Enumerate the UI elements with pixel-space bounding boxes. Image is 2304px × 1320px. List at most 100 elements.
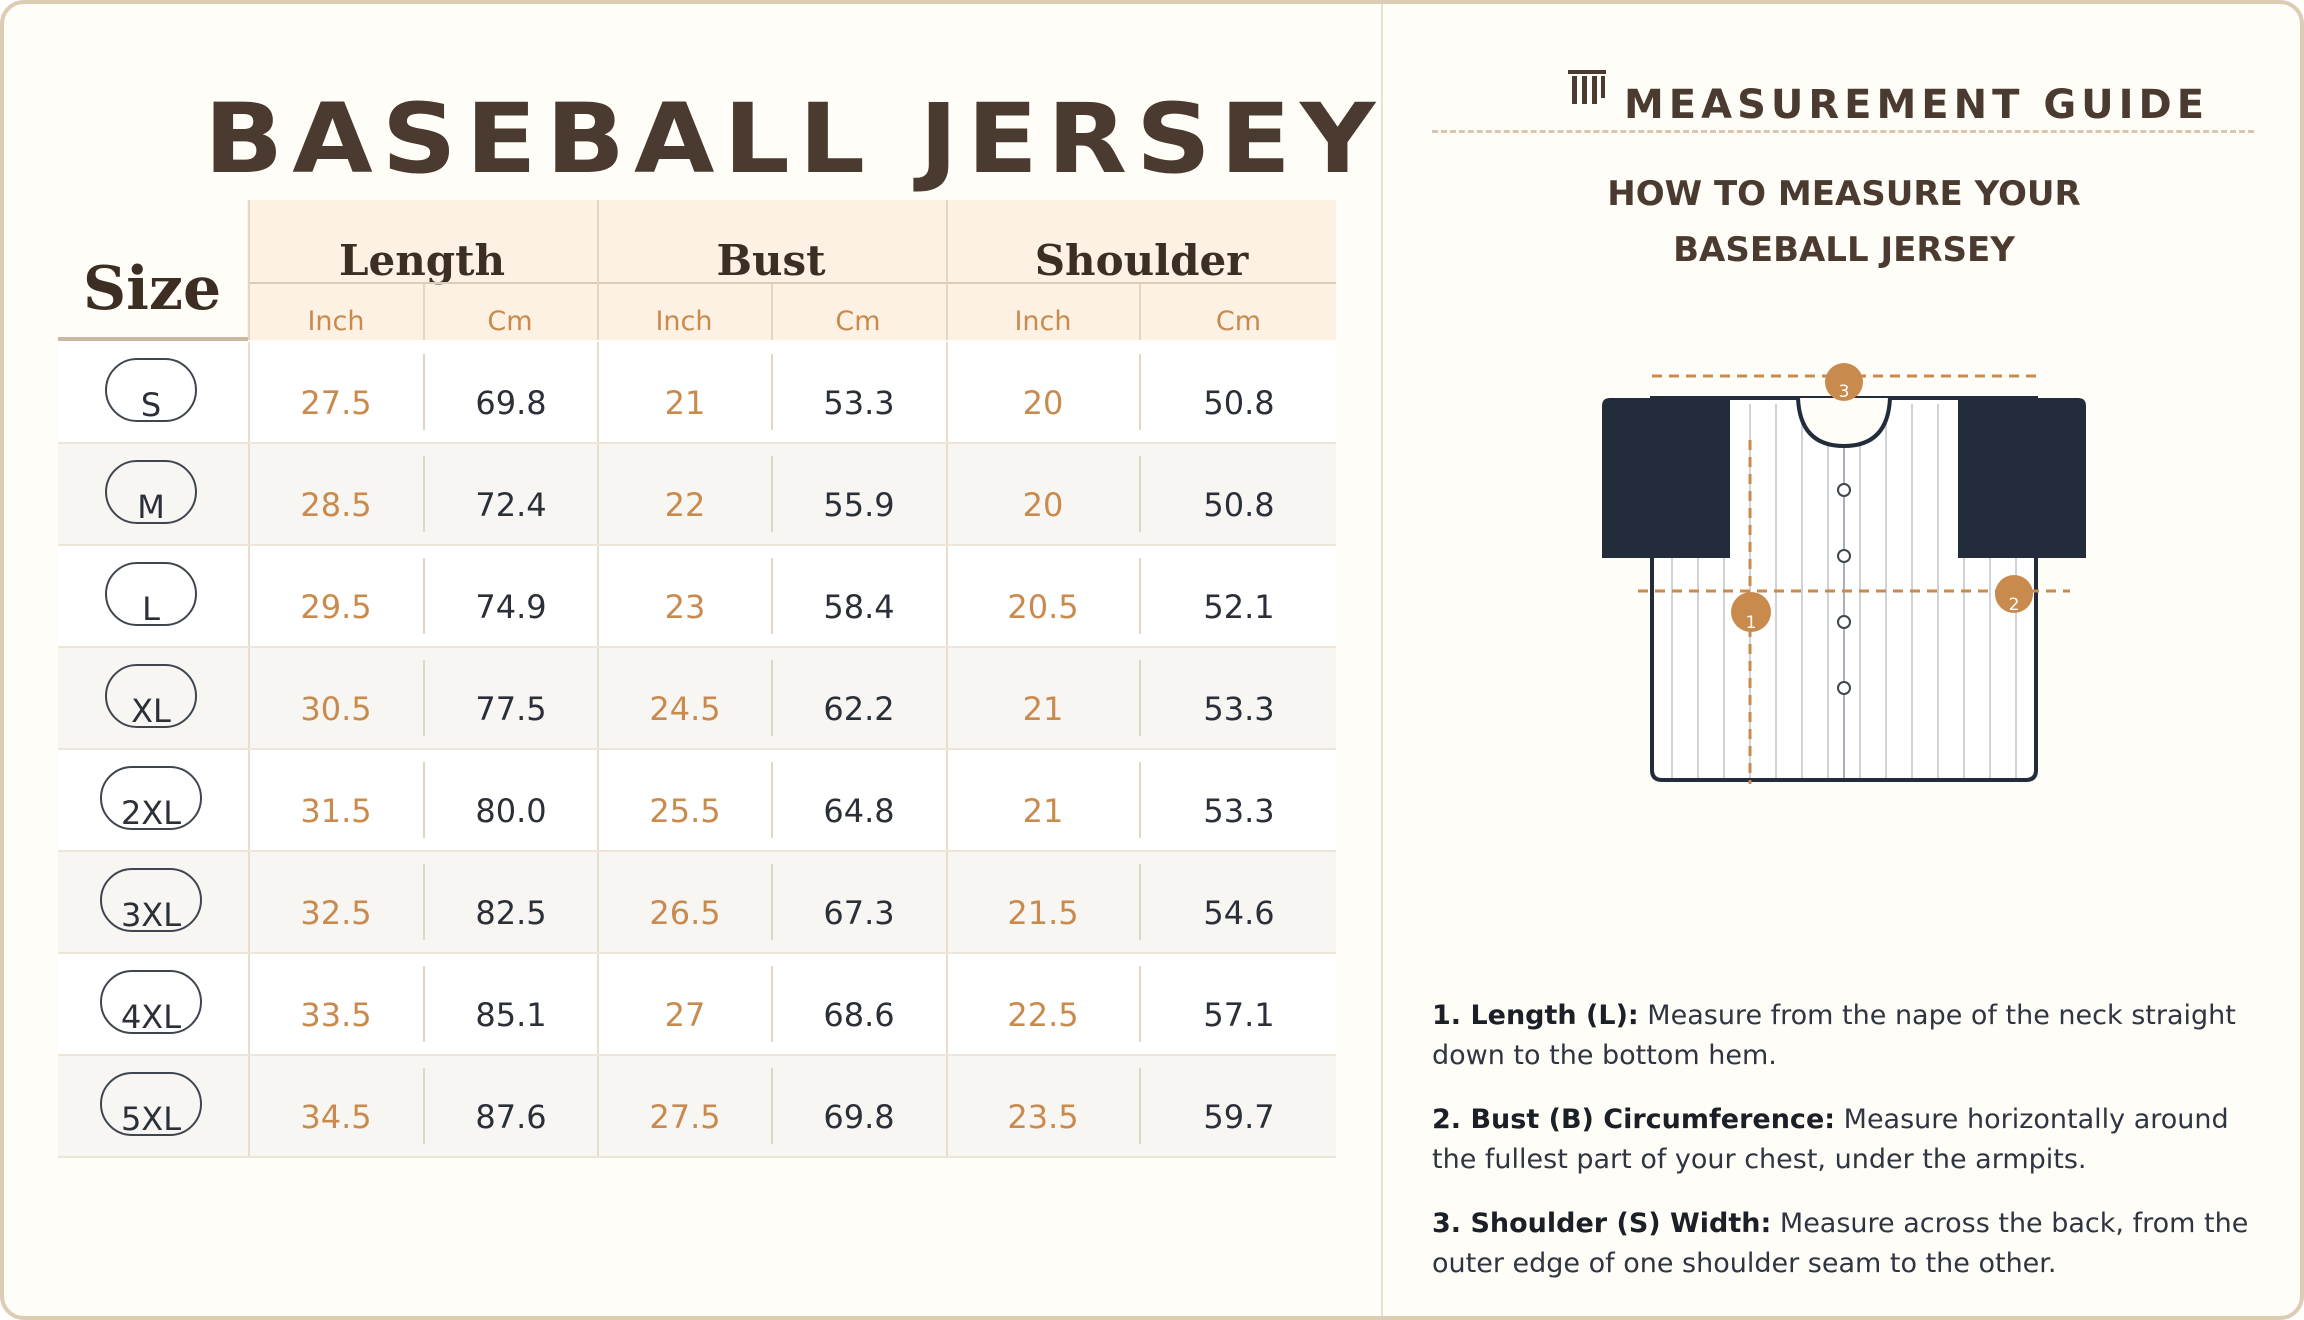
jersey-body — [1650, 396, 2038, 782]
instruction-shoulder: 3. Shoulder (S) Width: Measure across th… — [1432, 1204, 2252, 1284]
left-sleeve — [1602, 398, 1730, 558]
column-border — [597, 444, 599, 544]
shoulder-cm-value: 50.8 — [1203, 384, 1275, 422]
length-cm-value: 74.9 — [475, 588, 547, 626]
column-border — [597, 546, 599, 646]
cell-separator — [423, 966, 425, 1042]
header-separator — [423, 284, 425, 340]
length-inch-value: 34.5 — [300, 1098, 372, 1136]
length-cm-value: 85.1 — [475, 996, 547, 1034]
column-border — [597, 648, 599, 748]
bust-cm-value: 68.6 — [823, 996, 895, 1034]
cell-separator — [423, 660, 425, 736]
marker-3: 3 — [1825, 363, 1863, 402]
cell-separator — [1139, 1068, 1141, 1144]
shoulder-group-header: Shoulder — [1034, 236, 1249, 285]
size-badge: S — [105, 358, 197, 424]
column-border — [946, 648, 948, 748]
column-border — [597, 1056, 599, 1156]
instruction-label: 1. Length (L): — [1432, 1000, 1639, 1031]
shoulder-inch-value: 22.5 — [1007, 996, 1079, 1034]
bust-cm-value: 62.2 — [823, 690, 895, 728]
shoulder-cm-value: 59.7 — [1203, 1098, 1275, 1136]
column-border — [946, 954, 948, 1054]
guide-subtitle-line-2: BASEBALL JERSEY — [1673, 230, 2015, 270]
bust-inch-value: 22 — [664, 486, 706, 524]
shoulder-inch-value: 23.5 — [1007, 1098, 1079, 1136]
column-border — [946, 444, 948, 544]
table-row-5xl: 5XL 34.5 87.6 27.5 69.8 23.5 59.7 — [58, 1056, 1336, 1158]
column-border — [946, 546, 948, 646]
bust-inch-value: 27.5 — [649, 1098, 721, 1136]
table-row-2xl: 2XL 31.5 80.0 25.5 64.8 21 53.3 — [58, 750, 1336, 852]
button-icon — [1837, 483, 1851, 497]
instruction-text: Measure across the back, from the outer … — [1432, 1208, 2249, 1279]
column-border — [248, 648, 250, 748]
instruction-label: 2. Bust (B) Circumference: — [1432, 1104, 1836, 1135]
bust-cm-value: 67.3 — [823, 894, 895, 932]
marker-2-label: 2 — [2009, 595, 2020, 615]
shoulder-cm-value: 53.3 — [1203, 690, 1275, 728]
group-header-line — [249, 282, 1336, 284]
shoulder-inch-value: 21.5 — [1007, 894, 1079, 932]
guide-title-rule — [1432, 130, 2254, 133]
size-label: S — [140, 386, 162, 424]
shoulder-inch-header: Inch — [1014, 306, 1072, 337]
marker-1-label: 1 — [1746, 613, 1757, 633]
column-border — [597, 954, 599, 1054]
column-border — [597, 342, 599, 442]
table-row-4xl: 4XL 33.5 85.1 27 68.6 22.5 57.1 — [58, 954, 1336, 1056]
bust-inch-value: 23 — [664, 588, 706, 626]
column-border — [946, 852, 948, 952]
bust-inch-value: 25.5 — [649, 792, 721, 830]
column-border — [248, 954, 250, 1054]
bust-cm-value: 58.4 — [823, 588, 895, 626]
length-inch-value: 33.5 — [300, 996, 372, 1034]
instruction-length: 1. Length (L): Measure from the nape of … — [1432, 996, 2252, 1076]
shoulder-inch-value: 21 — [1022, 792, 1064, 830]
instruction-text: Measure horizontally around the fullest … — [1432, 1104, 2229, 1175]
bust-inch-header: Inch — [655, 306, 713, 337]
size-badge: XL — [105, 664, 197, 730]
size-badge: 4XL — [100, 970, 202, 1036]
cell-separator — [423, 558, 425, 634]
size-label: XL — [131, 692, 171, 730]
column-border — [597, 852, 599, 952]
length-cm-value: 72.4 — [475, 486, 547, 524]
size-label: 5XL — [120, 1100, 182, 1138]
length-inch-header: Inch — [307, 306, 365, 337]
shoulder-cm-header: Cm — [1215, 306, 1262, 337]
button-icon — [1837, 681, 1851, 695]
panel-divider — [1381, 4, 1383, 1316]
table-row-3xl: 3XL 32.5 82.5 26.5 67.3 21.5 54.6 — [58, 852, 1336, 954]
bust-inch-value: 24.5 — [649, 690, 721, 728]
shoulder-inch-value: 20 — [1022, 486, 1064, 524]
length-cm-value: 69.8 — [475, 384, 547, 422]
marker-1: 1 — [1731, 592, 1771, 633]
length-inch-value: 32.5 — [300, 894, 372, 932]
cell-separator — [423, 456, 425, 532]
column-border — [946, 1056, 948, 1156]
jersey-diagram: 3 1 2 — [1602, 363, 2086, 784]
bust-cm-value: 53.3 — [823, 384, 895, 422]
size-badge: M — [105, 460, 197, 526]
size-label: 3XL — [120, 896, 182, 934]
size-badge: L — [105, 562, 197, 628]
page-title: BASEBALL JERSEY — [204, 82, 1385, 196]
length-cm-value: 80.0 — [475, 792, 547, 830]
table-row-l: L 29.5 74.9 23 58.4 20.5 52.1 — [58, 546, 1336, 648]
size-badge: 3XL — [100, 868, 202, 934]
header-separator — [771, 284, 773, 340]
length-inch-value: 29.5 — [300, 588, 372, 626]
bust-group-header: Bust — [716, 236, 826, 285]
cell-separator — [771, 558, 773, 634]
guide-title: MEASUREMENT GUIDE — [1624, 82, 2210, 128]
marker-3-label: 3 — [1839, 382, 1850, 402]
header-separator — [946, 200, 948, 340]
cell-separator — [1139, 456, 1141, 532]
cell-separator — [771, 864, 773, 940]
length-inch-value: 31.5 — [300, 792, 372, 830]
cell-separator — [1139, 558, 1141, 634]
instruction-label: 3. Shoulder (S) Width: — [1432, 1208, 1772, 1239]
